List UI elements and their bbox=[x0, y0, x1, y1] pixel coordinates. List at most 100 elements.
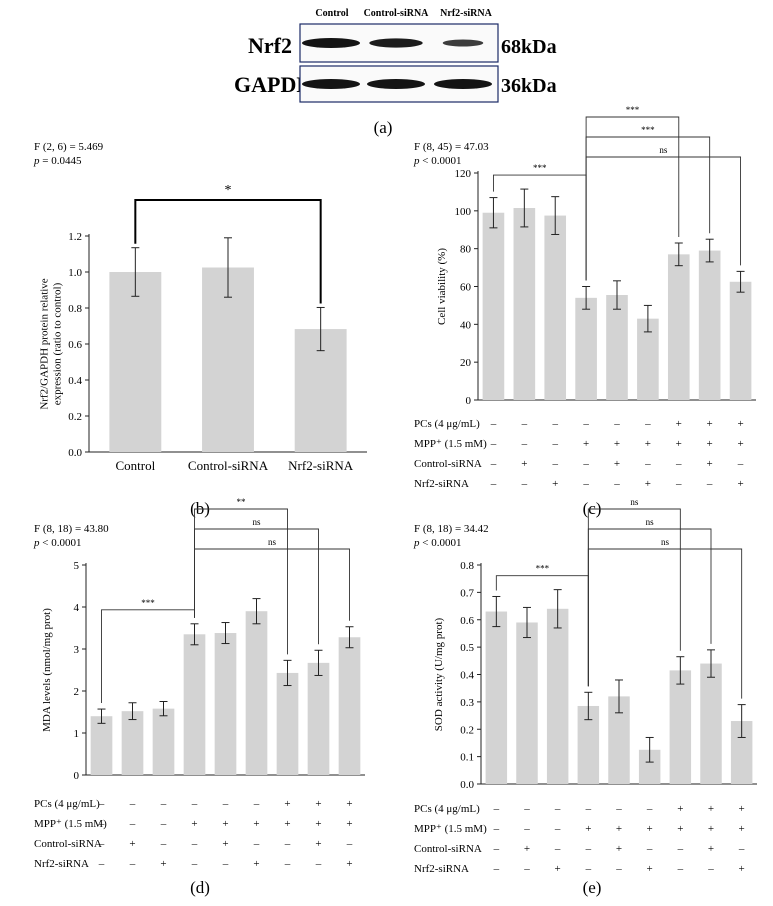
significance-label: *** bbox=[626, 105, 640, 115]
stat-p-value: p < 0.0001 bbox=[413, 155, 461, 167]
condition-label: MPP⁺ (1.5 mM) bbox=[414, 438, 487, 450]
significance-label: *** bbox=[533, 163, 547, 173]
condition-mark: – bbox=[490, 438, 497, 450]
condition-mark: – bbox=[493, 803, 500, 815]
bar bbox=[577, 705, 600, 784]
y-tick-label: 0.2 bbox=[460, 724, 474, 736]
condition-mark: – bbox=[675, 478, 682, 490]
condition-mark: – bbox=[284, 838, 291, 850]
significance-bracket bbox=[585, 156, 742, 281]
band-group-gapdh bbox=[302, 79, 492, 89]
condition-mark: + bbox=[645, 478, 651, 490]
condition-mark: + bbox=[191, 818, 197, 830]
condition-mark: + bbox=[707, 418, 713, 430]
condition-label: PCs (4 μg/mL) bbox=[414, 803, 480, 815]
condition-mark: + bbox=[315, 798, 321, 810]
condition-mark: – bbox=[98, 818, 105, 830]
y-tick-label: 3 bbox=[74, 644, 80, 656]
significance-bracket bbox=[194, 548, 350, 621]
condition-mark: + bbox=[222, 838, 228, 850]
significance-label: *** bbox=[641, 125, 655, 135]
blot-band bbox=[434, 79, 492, 89]
condition-mark: – bbox=[160, 838, 167, 850]
size-label-nrf2: 68kDa bbox=[501, 36, 557, 58]
condition-label: Control-siRNA bbox=[414, 458, 482, 470]
condition-mark: – bbox=[98, 798, 105, 810]
bar bbox=[544, 215, 567, 400]
panel-label-a: (a) bbox=[374, 118, 393, 137]
condition-mark: + bbox=[707, 438, 713, 450]
condition-mark: – bbox=[523, 823, 530, 835]
significance-label: *** bbox=[141, 598, 155, 608]
condition-mark: – bbox=[646, 843, 653, 855]
significance-label: ns bbox=[268, 537, 277, 547]
significance-label: ns bbox=[659, 145, 668, 155]
panel-label: (e) bbox=[583, 878, 602, 897]
condition-mark: + bbox=[708, 843, 714, 855]
panel-label: (b) bbox=[190, 499, 210, 518]
condition-label: PCs (4 μg/mL) bbox=[34, 798, 100, 810]
y-tick-label: 1.0 bbox=[68, 267, 82, 279]
condition-label: Nrf2-siRNA bbox=[414, 478, 469, 490]
bar bbox=[669, 670, 692, 784]
condition-mark: – bbox=[490, 458, 497, 470]
blot-band bbox=[369, 38, 423, 48]
condition-mark: + bbox=[552, 478, 558, 490]
y-tick-label: 40 bbox=[460, 319, 472, 331]
y-tick-label: 0.4 bbox=[460, 670, 474, 682]
condition-mark: + bbox=[676, 438, 682, 450]
bar bbox=[109, 272, 162, 452]
condition-mark: – bbox=[253, 838, 260, 850]
bar bbox=[546, 608, 569, 784]
y-tick-label: 0 bbox=[466, 395, 472, 407]
condition-label: Control-siRNA bbox=[34, 838, 102, 850]
bar bbox=[637, 318, 659, 400]
y-tick-label: 0.4 bbox=[68, 375, 82, 387]
condition-mark: + bbox=[315, 818, 321, 830]
significance-bracket bbox=[587, 508, 681, 687]
condition-mark: – bbox=[493, 823, 500, 835]
y-tick-label: 0.1 bbox=[460, 752, 474, 764]
condition-mark: – bbox=[551, 438, 558, 450]
condition-mark: – bbox=[160, 818, 167, 830]
condition-mark: + bbox=[583, 438, 589, 450]
condition-mark: – bbox=[737, 458, 744, 470]
bar bbox=[513, 207, 536, 400]
condition-mark: – bbox=[493, 863, 500, 875]
significance-label: ns bbox=[252, 517, 261, 527]
y-tick-label: 0.2 bbox=[68, 411, 82, 423]
band-group-nrf2 bbox=[302, 38, 484, 48]
condition-mark: + bbox=[739, 823, 745, 835]
bar bbox=[90, 716, 113, 775]
condition-mark: + bbox=[676, 418, 682, 430]
condition-mark: + bbox=[524, 843, 530, 855]
y-axis-label: expression (ratio to control) bbox=[52, 282, 64, 405]
condition-mark: + bbox=[737, 478, 743, 490]
chart-b: F (2, 6) = 5.469 p = 0.0445 0.0 0.2 0.4 0.6 0.… bbox=[33, 141, 367, 518]
condition-mark: + bbox=[253, 818, 259, 830]
condition-mark: – bbox=[523, 863, 530, 875]
condition-mark: – bbox=[490, 418, 497, 430]
condition-mark: + bbox=[614, 458, 620, 470]
y-tick-label: 20 bbox=[460, 357, 472, 369]
condition-mark: – bbox=[284, 858, 291, 870]
y-tick-label: 4 bbox=[74, 602, 80, 614]
chart-e: F (8, 18) = 34.42 p < 0.0001 0.0 0.1 0.2 0.3 0… bbox=[413, 497, 757, 897]
condition-mark: – bbox=[613, 478, 620, 490]
bar bbox=[516, 622, 538, 784]
condition-mark: – bbox=[677, 843, 684, 855]
condition-mark: + bbox=[708, 803, 714, 815]
condition-mark: – bbox=[160, 798, 167, 810]
condition-label: PCs (4 μg/mL) bbox=[414, 418, 480, 430]
significance-bracket bbox=[492, 174, 587, 281]
condition-mark: – bbox=[521, 438, 528, 450]
blot-band bbox=[302, 79, 360, 89]
condition-mark: + bbox=[253, 858, 259, 870]
stat-f-value: F (8, 18) = 43.80 bbox=[34, 523, 109, 535]
significance-label: ns bbox=[661, 537, 670, 547]
bar bbox=[638, 749, 661, 784]
condition-mark: – bbox=[554, 803, 561, 815]
condition-mark: – bbox=[707, 863, 714, 875]
significance-bracket bbox=[587, 548, 743, 699]
y-tick-label: 0.7 bbox=[460, 587, 474, 599]
